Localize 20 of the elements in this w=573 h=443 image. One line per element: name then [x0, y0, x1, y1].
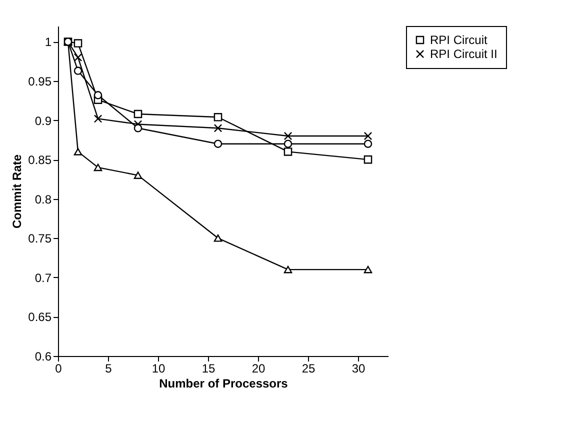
- y-tick-label: 0.65: [28, 310, 52, 324]
- y-tick-label: 0.6: [34, 350, 52, 364]
- y-tick-label: 0.85: [28, 153, 52, 168]
- x-tick-label: 5: [105, 362, 112, 376]
- y-tick-label: 0.9: [34, 114, 52, 128]
- y-tick-label: 0.95: [28, 74, 52, 88]
- x-tick-label: 30: [352, 362, 366, 376]
- x-tick-label: 0: [55, 362, 62, 376]
- x-tick-label: 20: [252, 362, 266, 376]
- x-axis-title: Number of Processors: [159, 376, 288, 390]
- y-tick-label: 0.7: [34, 270, 52, 285]
- y-tick-label: 0.8: [34, 192, 52, 206]
- y-tick-label: 0.75: [28, 232, 52, 246]
- y-tick-label: 1: [44, 35, 52, 50]
- x-tick-label: 15: [202, 362, 216, 376]
- legend-label: RPI Circuit II: [430, 47, 498, 61]
- legend-label: RPI Circuit: [430, 33, 488, 47]
- x-tick-label: 10: [152, 362, 166, 376]
- x-tick-label: 25: [302, 362, 316, 376]
- y-axis-title: Commit Rate: [10, 154, 24, 229]
